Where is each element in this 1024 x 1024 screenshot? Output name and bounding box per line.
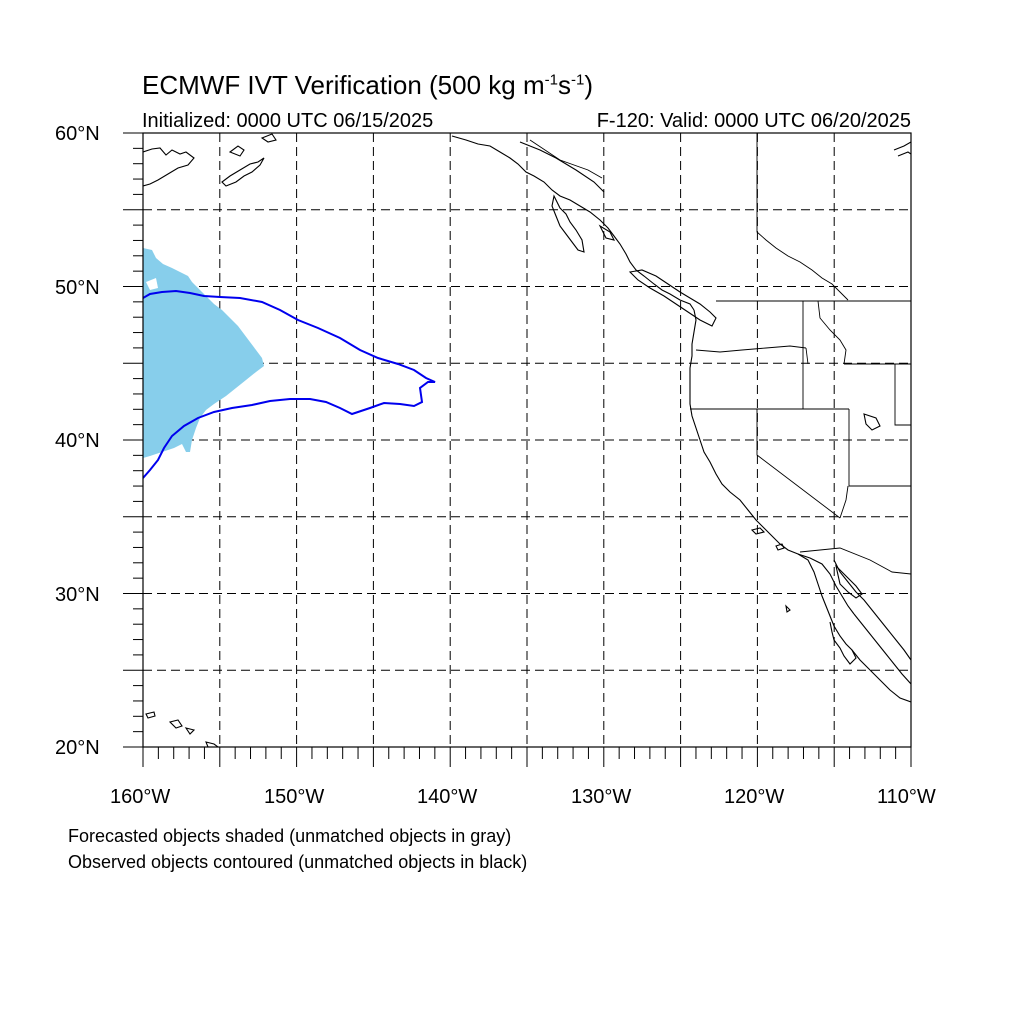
valid-time: F-120: Valid: 0000 UTC 06/20/2025 [596,110,911,132]
lon-label-140w: 140°W [417,786,478,808]
lon-label-160w: 160°W [110,786,171,808]
map-title: ECMWF IVT Verification (500 kg m-1s-1) [142,70,593,100]
forecast-gap [146,278,158,290]
lat-label-20n: 20°N [55,737,100,759]
initialized-time: Initialized: 0000 UTC 06/15/2025 [142,110,434,132]
lat-label-50n: 50°N [55,277,100,299]
political-borders [529,133,911,575]
coastlines [143,133,911,747]
lon-label-120w: 120°W [724,786,785,808]
lon-label-150w: 150°W [264,786,325,808]
observed-note: Observed objects contoured (unmatched ob… [68,852,528,872]
lon-label-130w: 130°W [571,786,632,808]
lat-label-60n: 60°N [55,123,100,145]
forecast-note: Forecasted objects shaded (unmatched obj… [68,826,512,846]
graticule [143,133,911,747]
lat-label-40n: 40°N [55,430,100,452]
lat-label-30n: 30°N [55,584,100,606]
observed-object-contour [143,289,436,479]
lon-label-110w: 110°W [877,786,936,808]
axis-ticks [123,132,912,767]
forecast-object-shaded [143,248,264,458]
